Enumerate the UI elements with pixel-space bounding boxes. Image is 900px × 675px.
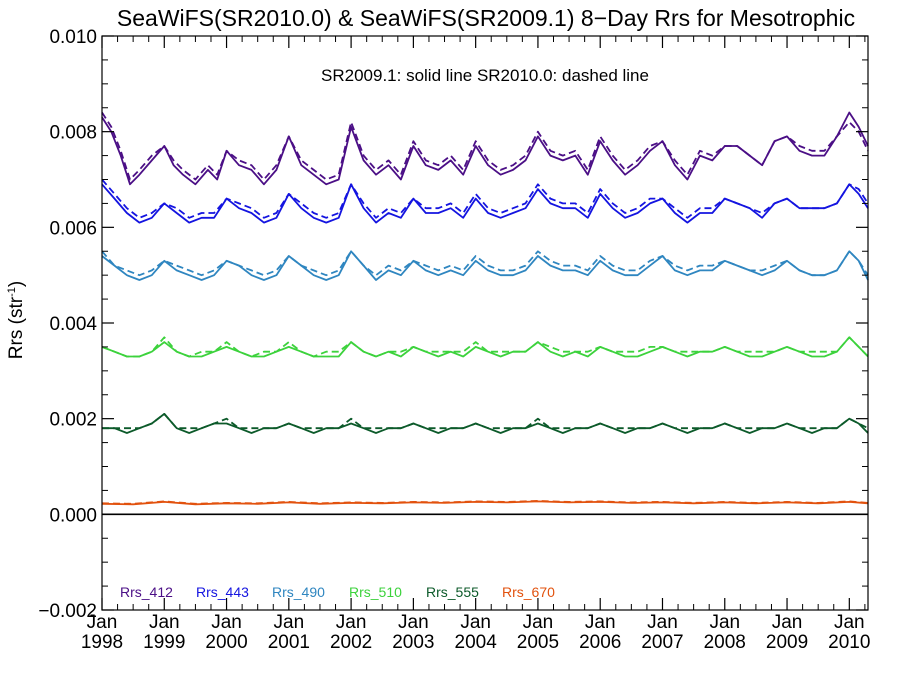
series-line-rrs-412-dashed <box>101 112 869 181</box>
y-axis-title-close: ) <box>6 281 27 287</box>
y-tick-label: 0.010 <box>49 27 97 48</box>
x-tick-month-label: Jan <box>523 612 554 633</box>
y-tick-label: 0.006 <box>49 218 97 239</box>
legend-item-rrs-412: Rrs_412 <box>120 584 173 600</box>
x-tick-year-label: 2002 <box>330 632 372 653</box>
y-tick-label: 0.004 <box>49 314 97 335</box>
y-tick-label: −0.002 <box>38 601 97 622</box>
series-line-rrs-555-dashed <box>102 413 869 430</box>
legend: Rrs_412 Rrs_443 Rrs_490 Rrs_510 Rrs_555 Rrs_6… <box>120 584 555 600</box>
x-tick-month-label: Jan <box>647 612 678 633</box>
plot-lines <box>101 111 869 506</box>
legend-item-rrs-670: Rrs_670 <box>502 584 555 600</box>
x-tick-year-label: 2005 <box>517 632 559 653</box>
x-tick-year-label: 2008 <box>704 632 746 653</box>
series-line-rrs-510-solid <box>101 336 869 358</box>
x-tick-month-label: Jan <box>336 612 367 633</box>
x-tick-labels: Jan1998Jan1999Jan2000Jan2001Jan2002Jan20… <box>81 612 871 653</box>
legend-item-rrs-555: Rrs_555 <box>426 584 479 600</box>
series-line-rrs-490-solid <box>101 250 869 281</box>
x-tick-month-label: Jan <box>460 612 491 633</box>
x-tick-year-label: 2000 <box>205 632 247 653</box>
x-tick-year-label: 2009 <box>766 632 808 653</box>
x-tick-year-label: 1998 <box>81 632 123 653</box>
axes-layer <box>101 35 869 611</box>
y-tick-labels: −0.002 0.000 0.002 0.004 0.006 0.008 0.010 <box>38 27 97 622</box>
legend-item-rrs-490: Rrs_490 <box>272 584 325 600</box>
series-line-rrs-510-dashed <box>101 336 869 358</box>
x-tick-year-label: 2007 <box>641 632 683 653</box>
x-tick-month-label: Jan <box>274 612 305 633</box>
plot-frame <box>101 35 869 611</box>
x-tick-month-label: Jan <box>585 612 616 633</box>
legend-item-rrs-510: Rrs_510 <box>349 584 402 600</box>
y-tick-label: 0.002 <box>49 410 97 431</box>
y-axis-title: Rrs (str-1) <box>6 281 27 359</box>
line-style-note: SR2009.1: solid line SR2010.0: dashed li… <box>321 66 649 85</box>
x-tick-month-label: Jan <box>87 612 118 633</box>
x-tick-month-label: Jan <box>211 612 242 633</box>
x-tick-year-label: 2004 <box>455 632 498 653</box>
y-tick-label: 0.008 <box>49 123 97 144</box>
series-line-rrs-555-solid <box>102 413 869 434</box>
series-line-rrs-490-dashed <box>101 250 869 277</box>
x-tick-year-label: 1999 <box>143 632 185 653</box>
x-tick-month-label: Jan <box>149 612 180 633</box>
x-tick-year-label: 2010 <box>828 632 870 653</box>
x-tick-year-label: 2003 <box>392 632 434 653</box>
chart-title: SeaWiFS(SR2010.0) & SeaWiFS(SR2009.1) 8−… <box>117 5 855 31</box>
x-tick-year-label: 2001 <box>268 632 310 653</box>
y-tick-label: 0.000 <box>49 505 97 526</box>
x-tick-month-label: Jan <box>772 612 803 633</box>
series-line-rrs-670-dashed <box>101 500 869 505</box>
y-axis-title-main: Rrs (str <box>6 296 27 359</box>
series-line-rrs-443-dashed <box>101 178 869 219</box>
x-tick-month-label: Jan <box>709 612 740 633</box>
x-tick-year-label: 2006 <box>579 632 621 653</box>
x-tick-month-label: Jan <box>398 612 429 633</box>
y-axis-title-superscript: -1 <box>6 287 18 297</box>
x-tick-month-label: Jan <box>834 612 865 633</box>
legend-item-rrs-443: Rrs_443 <box>196 584 249 600</box>
